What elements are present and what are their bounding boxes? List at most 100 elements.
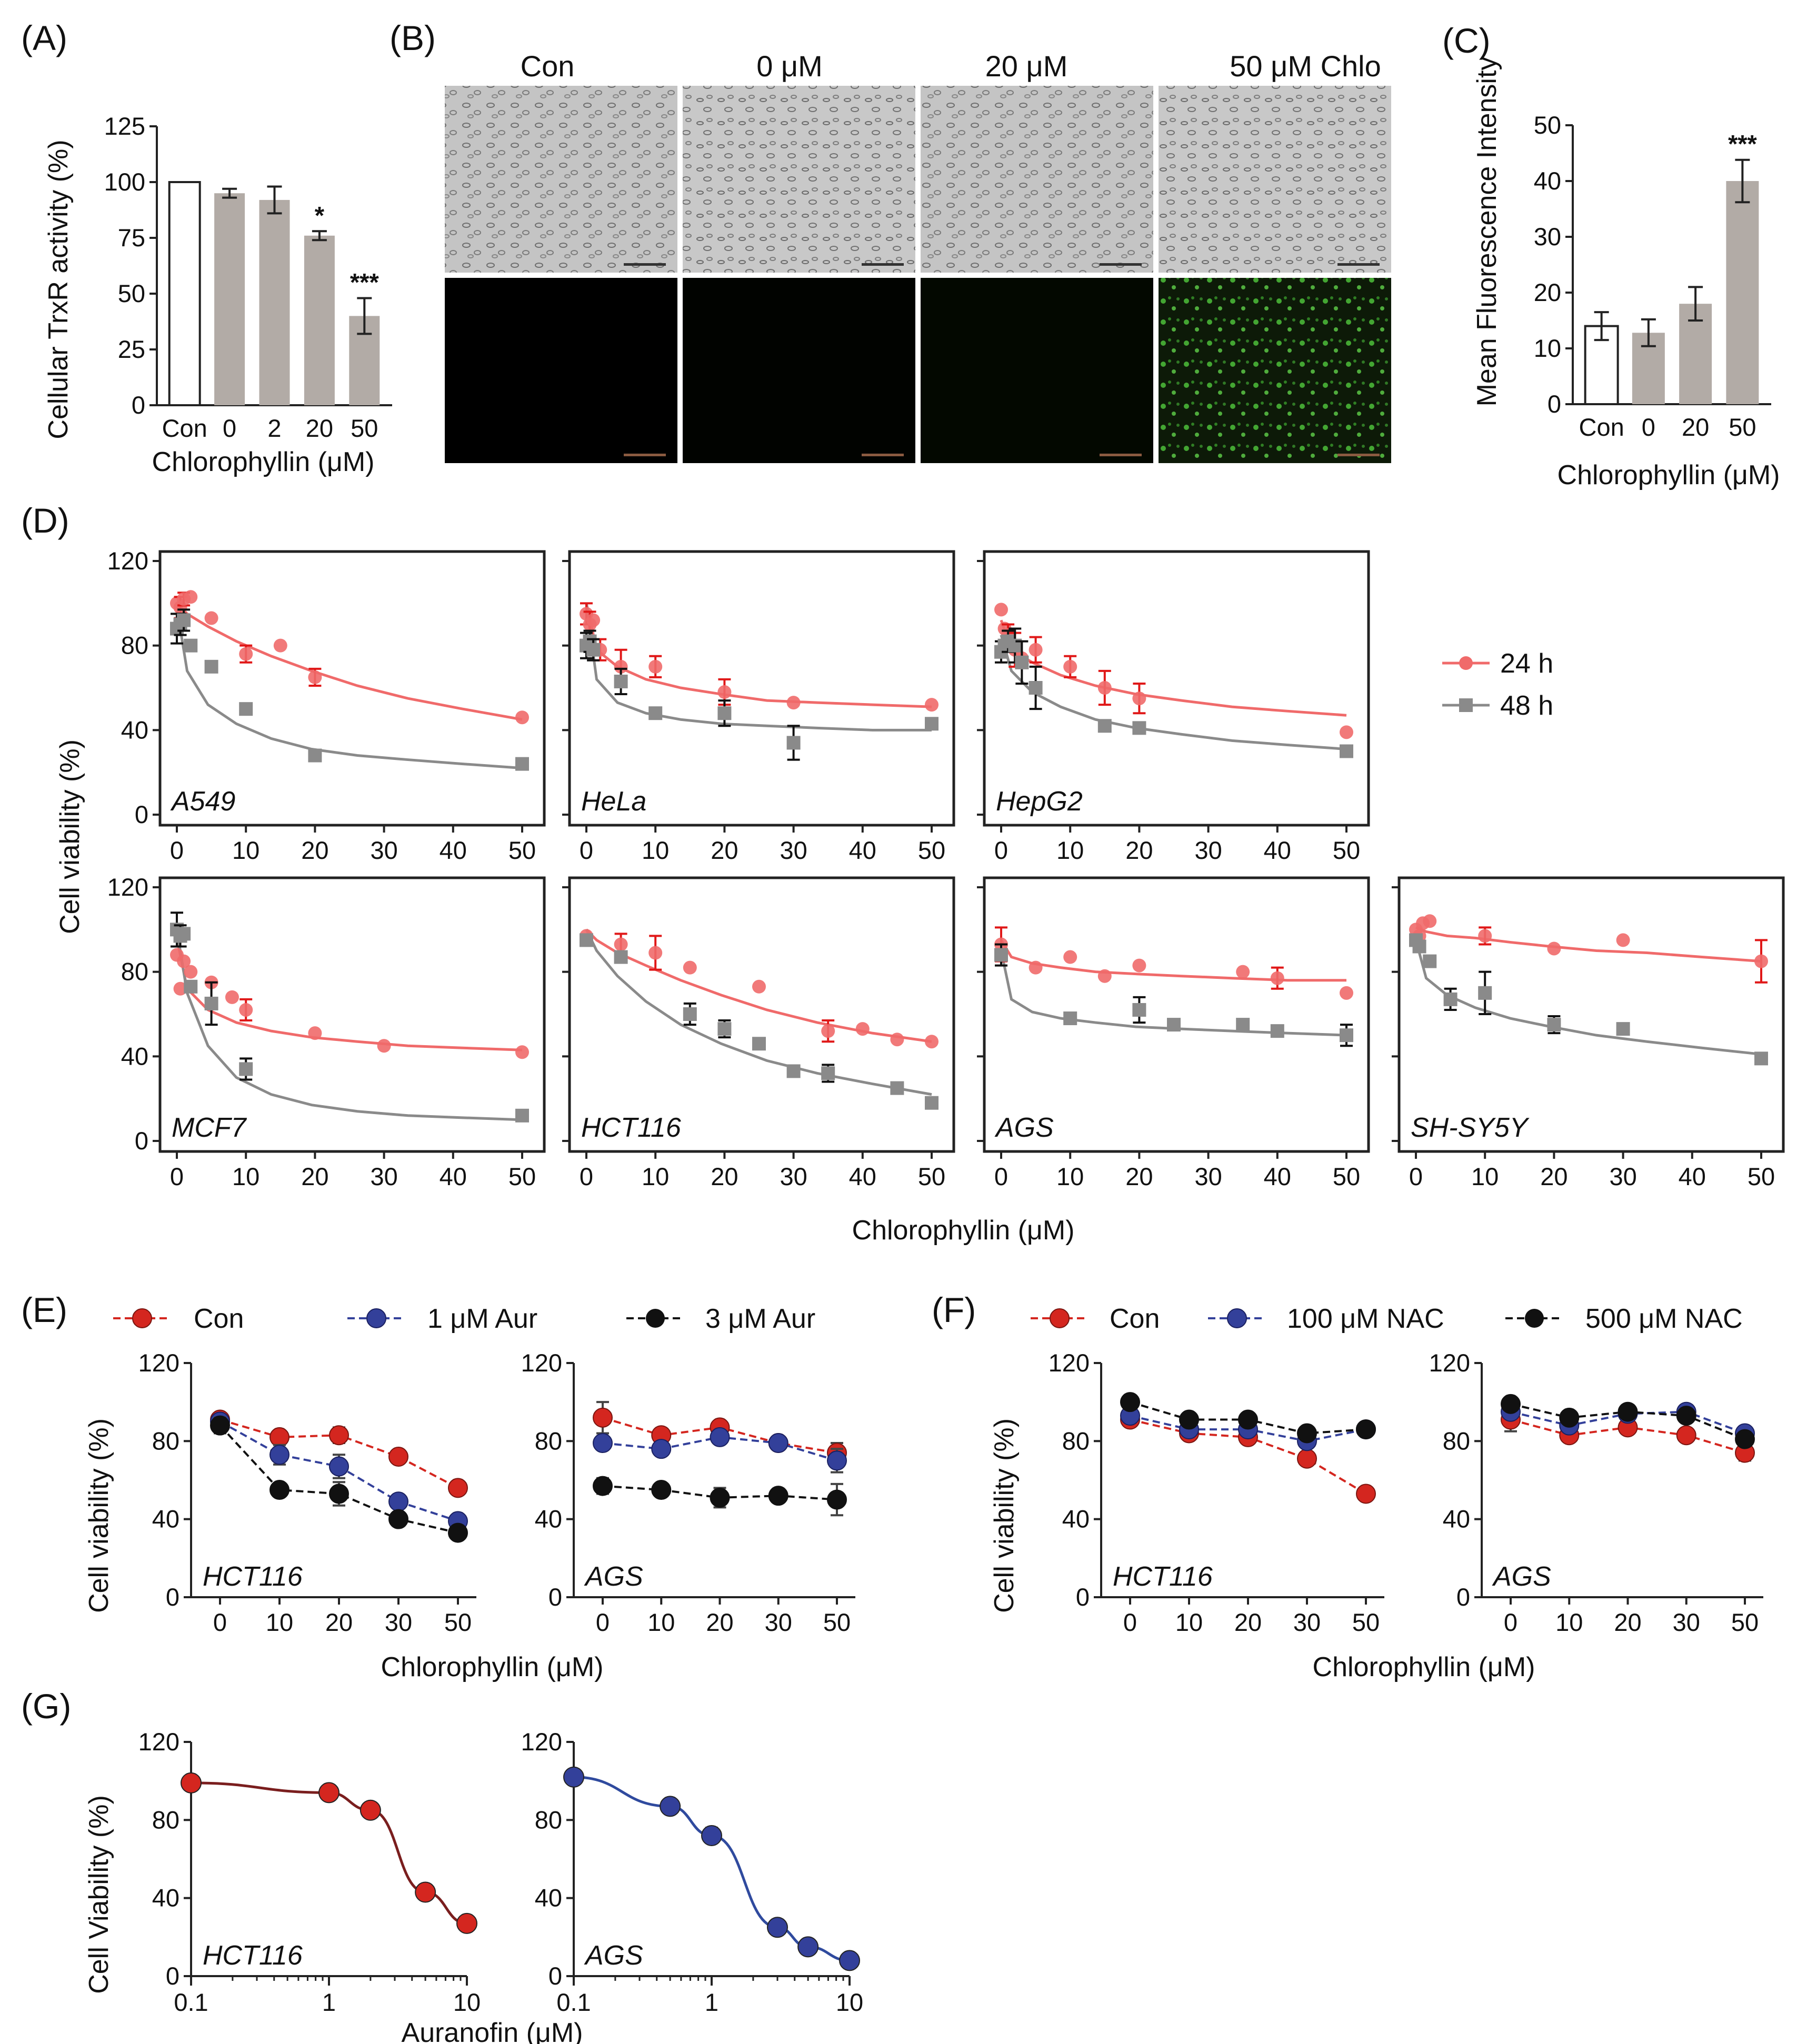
panel-label-d: (D) <box>21 501 69 540</box>
x-tick-label: 1 <box>705 1988 718 2016</box>
data-point-48h <box>184 638 198 653</box>
data-point-24h <box>515 710 529 725</box>
y-tick-label: 80 <box>121 958 148 986</box>
x-tick-label: 20 <box>325 1608 353 1636</box>
data-point <box>1735 1429 1755 1449</box>
panel-label-e: (E) <box>21 1290 67 1329</box>
data-point-24h <box>1097 681 1112 695</box>
x-tick-label: 20 <box>1125 1163 1153 1190</box>
data-point-24h <box>1029 643 1043 657</box>
data-point-24h <box>184 590 198 604</box>
plot-frame <box>983 550 1370 827</box>
data-point <box>329 1425 349 1446</box>
panel-c-xlabel: Chlorophyllin (μM) <box>1558 460 1780 490</box>
data-point-24h <box>855 1022 870 1036</box>
y-tick-label: 40 <box>121 1042 148 1070</box>
y-tick-label: 40 <box>1062 1505 1090 1533</box>
y-tick-label: 120 <box>107 873 148 901</box>
y-tick-label: 50 <box>1534 111 1561 139</box>
data-point <box>360 1799 381 1821</box>
cell-line-label: AGS <box>584 1940 643 1971</box>
cell-line-label: A549 <box>170 786 235 817</box>
fit-curve-48h <box>585 603 932 732</box>
legend-aur3-marker <box>646 1309 665 1328</box>
panel-label-b: (B) <box>390 18 436 57</box>
data-point <box>269 1480 289 1500</box>
data-point-24h <box>273 638 287 653</box>
y-tick-label: 80 <box>1443 1427 1470 1455</box>
y-tick-label: 0 <box>166 1583 179 1611</box>
y-tick-label: 75 <box>118 224 145 252</box>
panel-g-charts: 0 40 80 120 0.1 1 10 HCT116 0 40 80 120 0.1 1 10 AGS Ce… <box>84 1728 863 2044</box>
x-tick-label: 30 <box>1194 1163 1222 1190</box>
cell-line-label: MCF7 <box>172 1113 247 1143</box>
y-tick-label: 40 <box>535 1505 562 1533</box>
data-point-48h <box>614 674 628 688</box>
data-point-24h <box>1616 933 1630 947</box>
y-tick-label: 120 <box>1049 1349 1090 1377</box>
data-point-48h <box>1029 681 1043 695</box>
x-tick-label: Con <box>1579 413 1624 441</box>
x-tick-label: 20 <box>1125 836 1153 864</box>
y-tick-label: 80 <box>535 1806 562 1833</box>
panel-d-subplot-a549: 0 40 80 120 0 10 20 30 40 50 A549 <box>107 547 546 864</box>
data-point-48h <box>239 1062 253 1076</box>
panel-d-subplot-hepg2: 0 10 20 30 40 50 HepG2 <box>977 550 1370 864</box>
cell-line-label: SH-SY5Y <box>1411 1113 1530 1143</box>
panel-d-legend: 24 h 48 h <box>1442 648 1553 721</box>
data-point <box>1559 1407 1580 1428</box>
data-point-48h <box>1015 655 1029 669</box>
data-point-48h <box>1097 719 1112 733</box>
brightfield-image-con <box>445 86 677 273</box>
y-tick-label: 30 <box>1534 223 1561 251</box>
panel-d-subplot-hela: 0 10 20 30 40 50 HeLa <box>562 550 955 864</box>
data-point-24h <box>1236 965 1250 979</box>
x-tick-label: 30 <box>370 836 397 864</box>
data-point-48h <box>1132 1003 1146 1017</box>
data-point <box>1238 1409 1258 1430</box>
data-point-48h <box>204 659 218 674</box>
data-point <box>839 1950 860 1971</box>
y-tick-label: 0 <box>166 1962 179 1990</box>
scale-bar <box>1100 454 1142 456</box>
panel-d-subplot-sh-sy5y: 0 10 20 30 40 50 SH-SY5Y <box>1392 876 1785 1190</box>
x-tick-label: 20 <box>1614 1608 1641 1636</box>
data-point-48h <box>184 979 198 994</box>
x-tick-label: 0 <box>1642 413 1655 441</box>
x-tick-label: 0 <box>170 1163 184 1190</box>
panel-d-xlabel: Chlorophyllin (μM) <box>852 1215 1075 1246</box>
y-tick-label: 0 <box>135 800 148 828</box>
data-point <box>827 1450 847 1471</box>
data-point-48h <box>752 1037 766 1051</box>
panel-g-plots: 0 40 80 120 0.1 1 10 HCT116 0 40 80 120 0.1 1 10 AGS <box>138 1728 864 2016</box>
data-point-48h <box>177 613 191 627</box>
data-point <box>651 1439 672 1459</box>
brightfield-image-50 <box>1159 86 1391 273</box>
data-point-24h <box>1340 986 1353 1000</box>
panel-a-plot: 0 25 50 75 100 125 Con 0 2 * 20 *** 50 <box>104 112 392 442</box>
x-tick-label: 50 <box>508 1163 536 1190</box>
y-tick-label: 120 <box>1429 1349 1470 1377</box>
data-point <box>181 1772 202 1793</box>
scale-bar <box>862 454 904 456</box>
cell-line-label: HeLa <box>581 786 646 817</box>
x-tick-label: 20 <box>306 414 333 442</box>
data-point-48h <box>994 948 1008 962</box>
data-point-24h <box>717 685 732 699</box>
brightfield-image-0 <box>683 86 915 273</box>
data-point <box>1501 1394 1521 1414</box>
data-point-48h <box>717 1022 732 1036</box>
data-point-24h <box>1097 969 1112 983</box>
x-tick-label: 0 <box>223 414 236 442</box>
fit-curve-48h <box>1000 634 1347 750</box>
panel-b-header-20: 20 μM <box>985 49 1068 83</box>
data-point-48h <box>614 950 628 964</box>
cell-line-label: HCT116 <box>581 1113 681 1143</box>
x-tick-label: 20 <box>706 1608 733 1636</box>
y-tick-label: 0 <box>132 391 145 419</box>
data-point <box>415 1881 436 1903</box>
data-point-48h <box>786 736 801 750</box>
x-tick-label: 30 <box>1194 836 1222 864</box>
data-point <box>563 1766 584 1788</box>
